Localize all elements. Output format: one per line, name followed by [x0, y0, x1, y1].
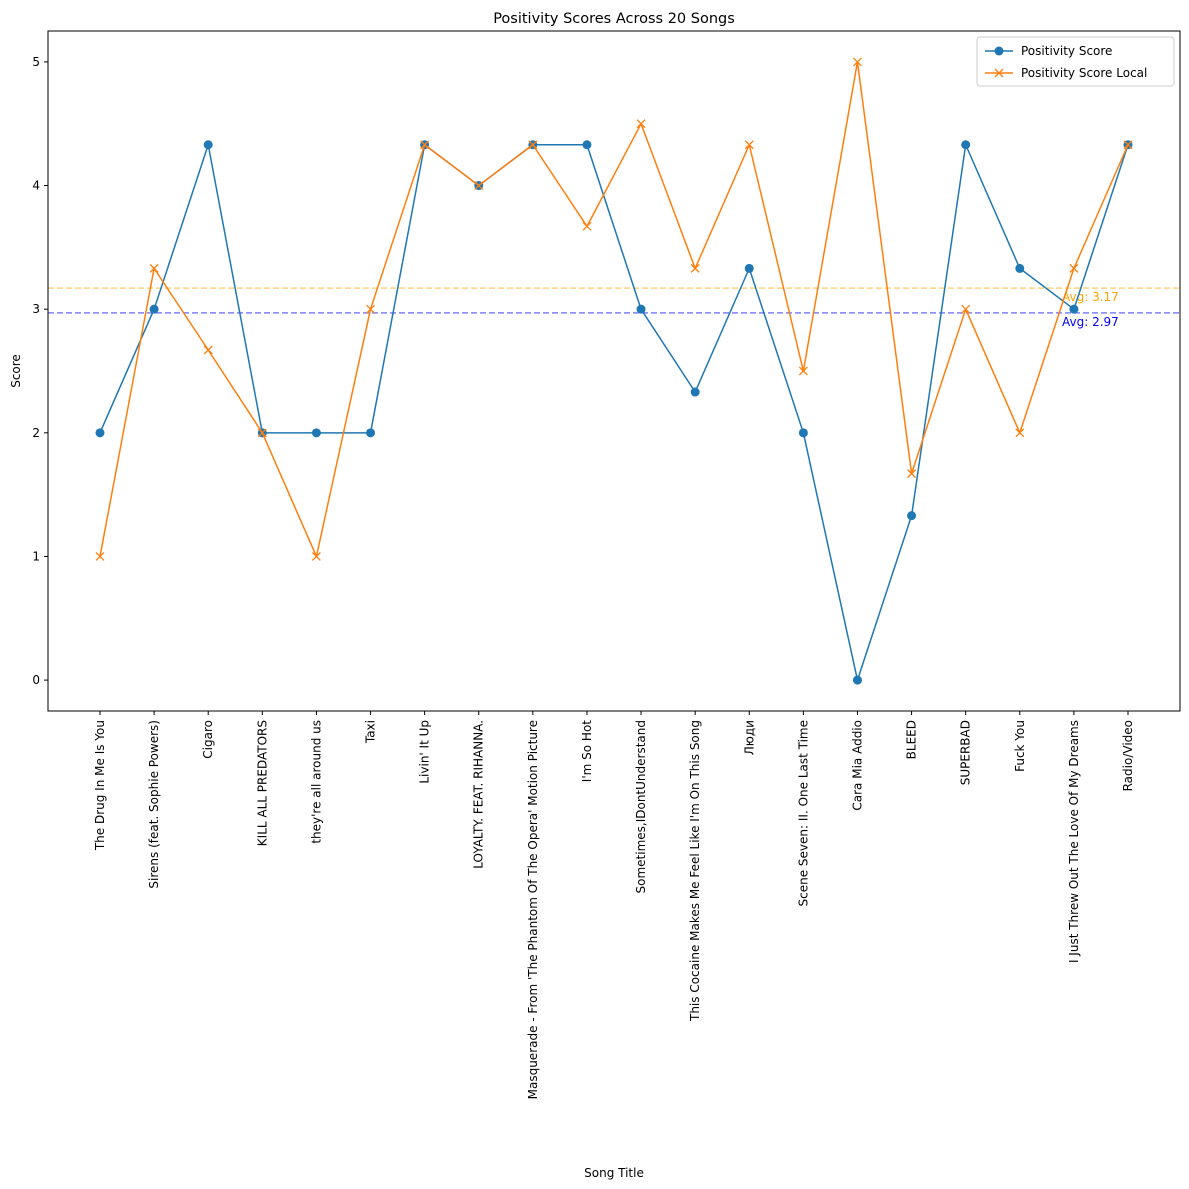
data-point — [636, 304, 646, 314]
data-point — [149, 263, 159, 273]
y-tick-label: 4 — [32, 179, 40, 193]
data-point — [1015, 428, 1025, 438]
legend-label: Positivity Score Local — [1021, 66, 1147, 80]
series-layer — [95, 57, 1133, 685]
data-point — [1069, 263, 1079, 273]
data-point — [1069, 304, 1079, 314]
x-tick-label: Cara Mia Addio — [850, 720, 864, 811]
x-tick-label: Sometimes,IDontUnderstand — [634, 720, 648, 894]
x-tick-label: The Drug In Me Is You — [93, 720, 107, 851]
data-point — [420, 140, 430, 150]
average-label: Avg: 3.17 — [1062, 290, 1119, 304]
x-tick-label: SUPERBAD — [959, 720, 973, 785]
y-tick-label: 1 — [32, 549, 40, 563]
legend-marker — [994, 68, 1004, 78]
data-point — [95, 428, 105, 438]
x-tick-label: Livin' It Up — [418, 720, 432, 784]
legend-marker — [994, 46, 1004, 56]
data-point — [744, 140, 754, 150]
data-point — [690, 387, 700, 397]
data-point — [798, 366, 808, 376]
x-axis-title: Song Title — [584, 1166, 644, 1180]
y-axis-title: Score — [9, 354, 23, 388]
average-label: Avg: 2.97 — [1062, 315, 1119, 329]
data-point — [636, 119, 646, 129]
series-line — [99, 144, 1129, 681]
x-tick-label: Masquerade - From 'The Phantom Of The Op… — [526, 720, 540, 1099]
data-point — [1123, 140, 1133, 150]
data-point — [149, 304, 159, 314]
x-tick-label: This Cocaine Makes Me Feel Like I'm On T… — [688, 720, 702, 1022]
data-point — [474, 181, 484, 191]
data-point — [907, 511, 917, 521]
x-tick-label: Fuck You — [1013, 720, 1027, 772]
x-tick-label: Cigaro — [201, 720, 215, 759]
data-point — [744, 263, 754, 273]
legend: Positivity Score Positivity Score Local — [976, 36, 1175, 87]
y-tick-label: 0 — [32, 673, 40, 687]
data-point — [961, 304, 971, 314]
data-point — [1015, 263, 1025, 273]
x-tick-label: Taxi — [364, 720, 378, 744]
x-tick-label: Scene Seven: II. One Last Time — [796, 720, 810, 906]
reference-lines: Avg: 3.17 Avg: 2.97 — [48, 287, 1180, 329]
data-point — [582, 221, 592, 231]
x-tick-label: I Just Threw Out The Love Of My Dreams — [1067, 720, 1081, 963]
data-point — [366, 428, 376, 438]
chart-title: Positivity Scores Across 20 Songs — [493, 11, 735, 27]
data-point — [257, 428, 267, 438]
data-point — [203, 345, 213, 355]
data-point — [961, 140, 971, 150]
data-point — [690, 263, 700, 273]
legend-box — [976, 36, 1175, 87]
data-point — [203, 140, 213, 150]
y-tick-label: 5 — [32, 55, 40, 69]
series-line — [99, 61, 1129, 558]
data-point — [907, 469, 917, 479]
y-tick-label: 3 — [32, 302, 40, 316]
data-point — [582, 140, 592, 150]
x-tick-label: they're all around us — [309, 720, 323, 844]
data-point — [366, 304, 375, 314]
data-point — [852, 675, 862, 685]
x-tick-label: Radio/Video — [1121, 720, 1135, 791]
data-point — [853, 57, 862, 67]
data-point — [311, 551, 321, 561]
axes: 0 1 2 3 4 5 The Drug In Me Is You Sirens (feat.… — [32, 30, 1181, 1099]
legend-label: Positivity Score — [1021, 44, 1112, 58]
data-point — [798, 428, 808, 438]
x-tick-label: KILL ALL PREDATORS — [255, 720, 269, 846]
x-tick-label: LOYALTY. FEAT. RIHANNA. — [472, 720, 486, 869]
data-point — [311, 428, 321, 438]
data-point — [95, 551, 105, 561]
plot-frame — [47, 30, 1181, 712]
x-tick-label: Sirens (feat. Sophie Powers) — [147, 720, 161, 889]
y-tick-label: 2 — [32, 426, 40, 440]
x-tick-label: Люди — [742, 720, 756, 755]
x-tick-label: BLEED — [905, 720, 919, 759]
x-tick-label: I'm So Hot — [580, 720, 594, 782]
data-point — [528, 140, 538, 150]
